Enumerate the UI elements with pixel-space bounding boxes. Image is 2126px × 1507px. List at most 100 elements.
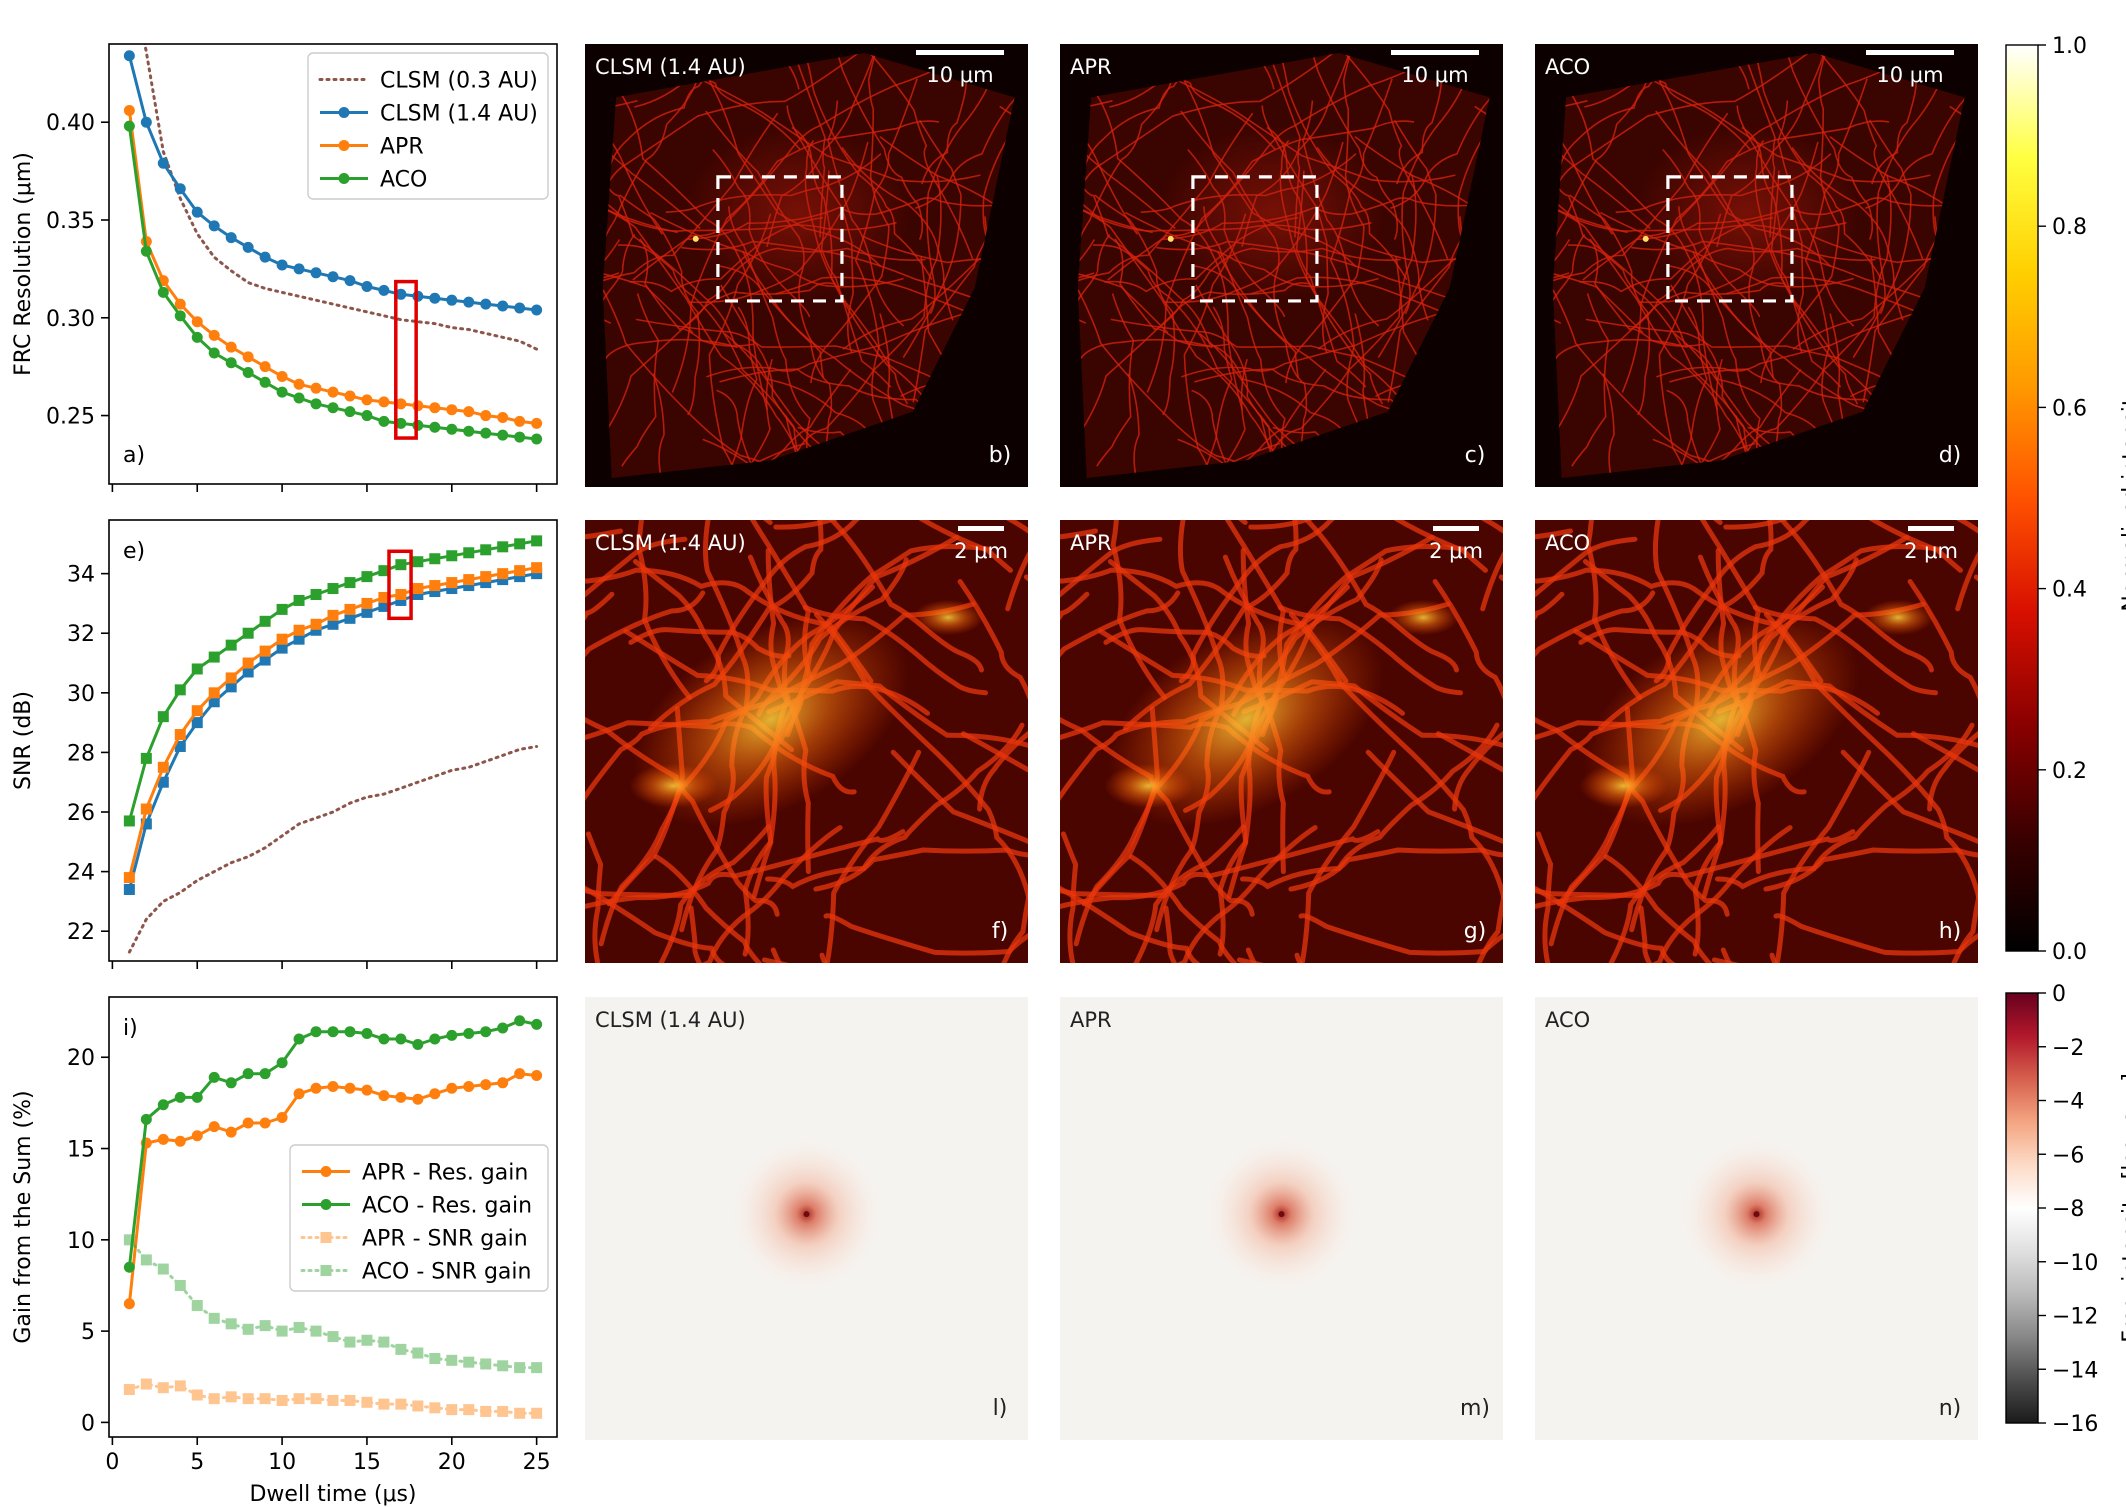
data-point [480,577,492,589]
data-point [327,386,339,398]
colorbar-tick-label: 1.0 [2052,34,2087,59]
filament [1060,829,1381,910]
data-point [225,341,237,353]
data-point [293,1033,305,1045]
data-point [293,392,305,404]
data-point [480,544,492,556]
colorbar-tick-label: −8 [2052,1197,2084,1222]
filament [608,52,841,171]
filament [1876,52,1965,315]
image-panel-m: APR m) [1060,997,1503,1440]
filament [842,223,1015,350]
series-clsm03 [127,745,539,954]
data-point [412,1093,424,1105]
series-line [143,44,539,351]
filament [585,590,706,658]
data-point [157,286,169,298]
y-tick-label: 15 [67,1138,95,1163]
data-point [395,1398,407,1410]
filament [1452,730,1503,812]
bright-region [912,599,984,636]
data-point [361,1396,373,1408]
chart-panel-i: 0 5 10 15 20 25 0 5 10 15 20 Gain from the Sum (%) D… [11,996,558,1507]
data-point [531,1018,543,1030]
data-point [157,776,169,788]
data-point [259,615,271,627]
data-point [225,1318,237,1330]
data-point [259,1320,271,1332]
filament [1535,885,1676,963]
data-point [276,642,288,654]
filament [1196,306,1233,479]
data-point [463,547,475,559]
data-point [344,1394,356,1406]
data-point [242,666,254,678]
data-point [242,367,254,379]
data-point [157,1382,169,1394]
data-point [429,1033,441,1045]
y-tick-label: 28 [67,741,95,766]
data-point [412,1347,424,1359]
y-tick-label: 32 [67,622,95,647]
roi-box [716,175,844,303]
data-point [446,1354,458,1366]
data-point [310,1325,322,1337]
filament [685,368,852,479]
data-point [327,1394,339,1406]
data-point [412,1400,424,1412]
data-point [361,571,373,583]
data-point [293,624,305,636]
chart-panel-e: 22 24 26 28 30 32 34 SNR (dB) e) [11,519,558,969]
filament [1269,174,1417,456]
filament [1060,536,1163,598]
filament [1951,887,1978,963]
filament [602,338,738,479]
data-point [480,571,492,583]
filament [823,913,1028,956]
data-point [123,1298,135,1310]
filament [1077,52,1335,198]
data-point [293,263,305,275]
cell-region [1552,52,1965,479]
series-apr [123,104,543,429]
highlight-box [394,279,418,440]
filament [960,731,1028,773]
data-point [191,1389,203,1401]
panel-label: n) [1939,1396,1962,1421]
legend-entry [320,173,368,184]
data-point [344,603,356,615]
data-point [310,1082,322,1094]
data-point [242,351,254,363]
data-point [174,1135,186,1147]
filament [1077,338,1213,479]
data-point [123,883,135,895]
data-point [463,296,475,308]
bright-region [1579,763,1668,808]
filament [635,520,693,700]
data-point [514,431,526,443]
data-point [361,394,373,406]
y-tick-label: 5 [81,1320,95,1345]
filament [1744,174,1892,456]
series-line [127,1238,539,1370]
panel-label: g) [1464,919,1487,944]
x-axis-label: Dwell time (μs) [249,1482,416,1507]
filament [1060,885,1201,963]
data-point [378,591,390,603]
data-point [463,1080,475,1092]
data-point [123,1384,135,1396]
data-point [497,300,509,312]
x-tick-label: 20 [438,1450,466,1475]
data-point [412,583,424,595]
filament [1298,913,1503,956]
data-point [412,1038,424,1050]
series-clsm14 [123,568,543,895]
x-tick-label: 15 [353,1450,381,1475]
filament [1829,313,1910,479]
filament [1264,52,1399,240]
filament [1299,749,1397,963]
series-aco [123,120,543,445]
data-point [123,50,135,62]
filament [912,132,1012,403]
filament [879,313,960,479]
